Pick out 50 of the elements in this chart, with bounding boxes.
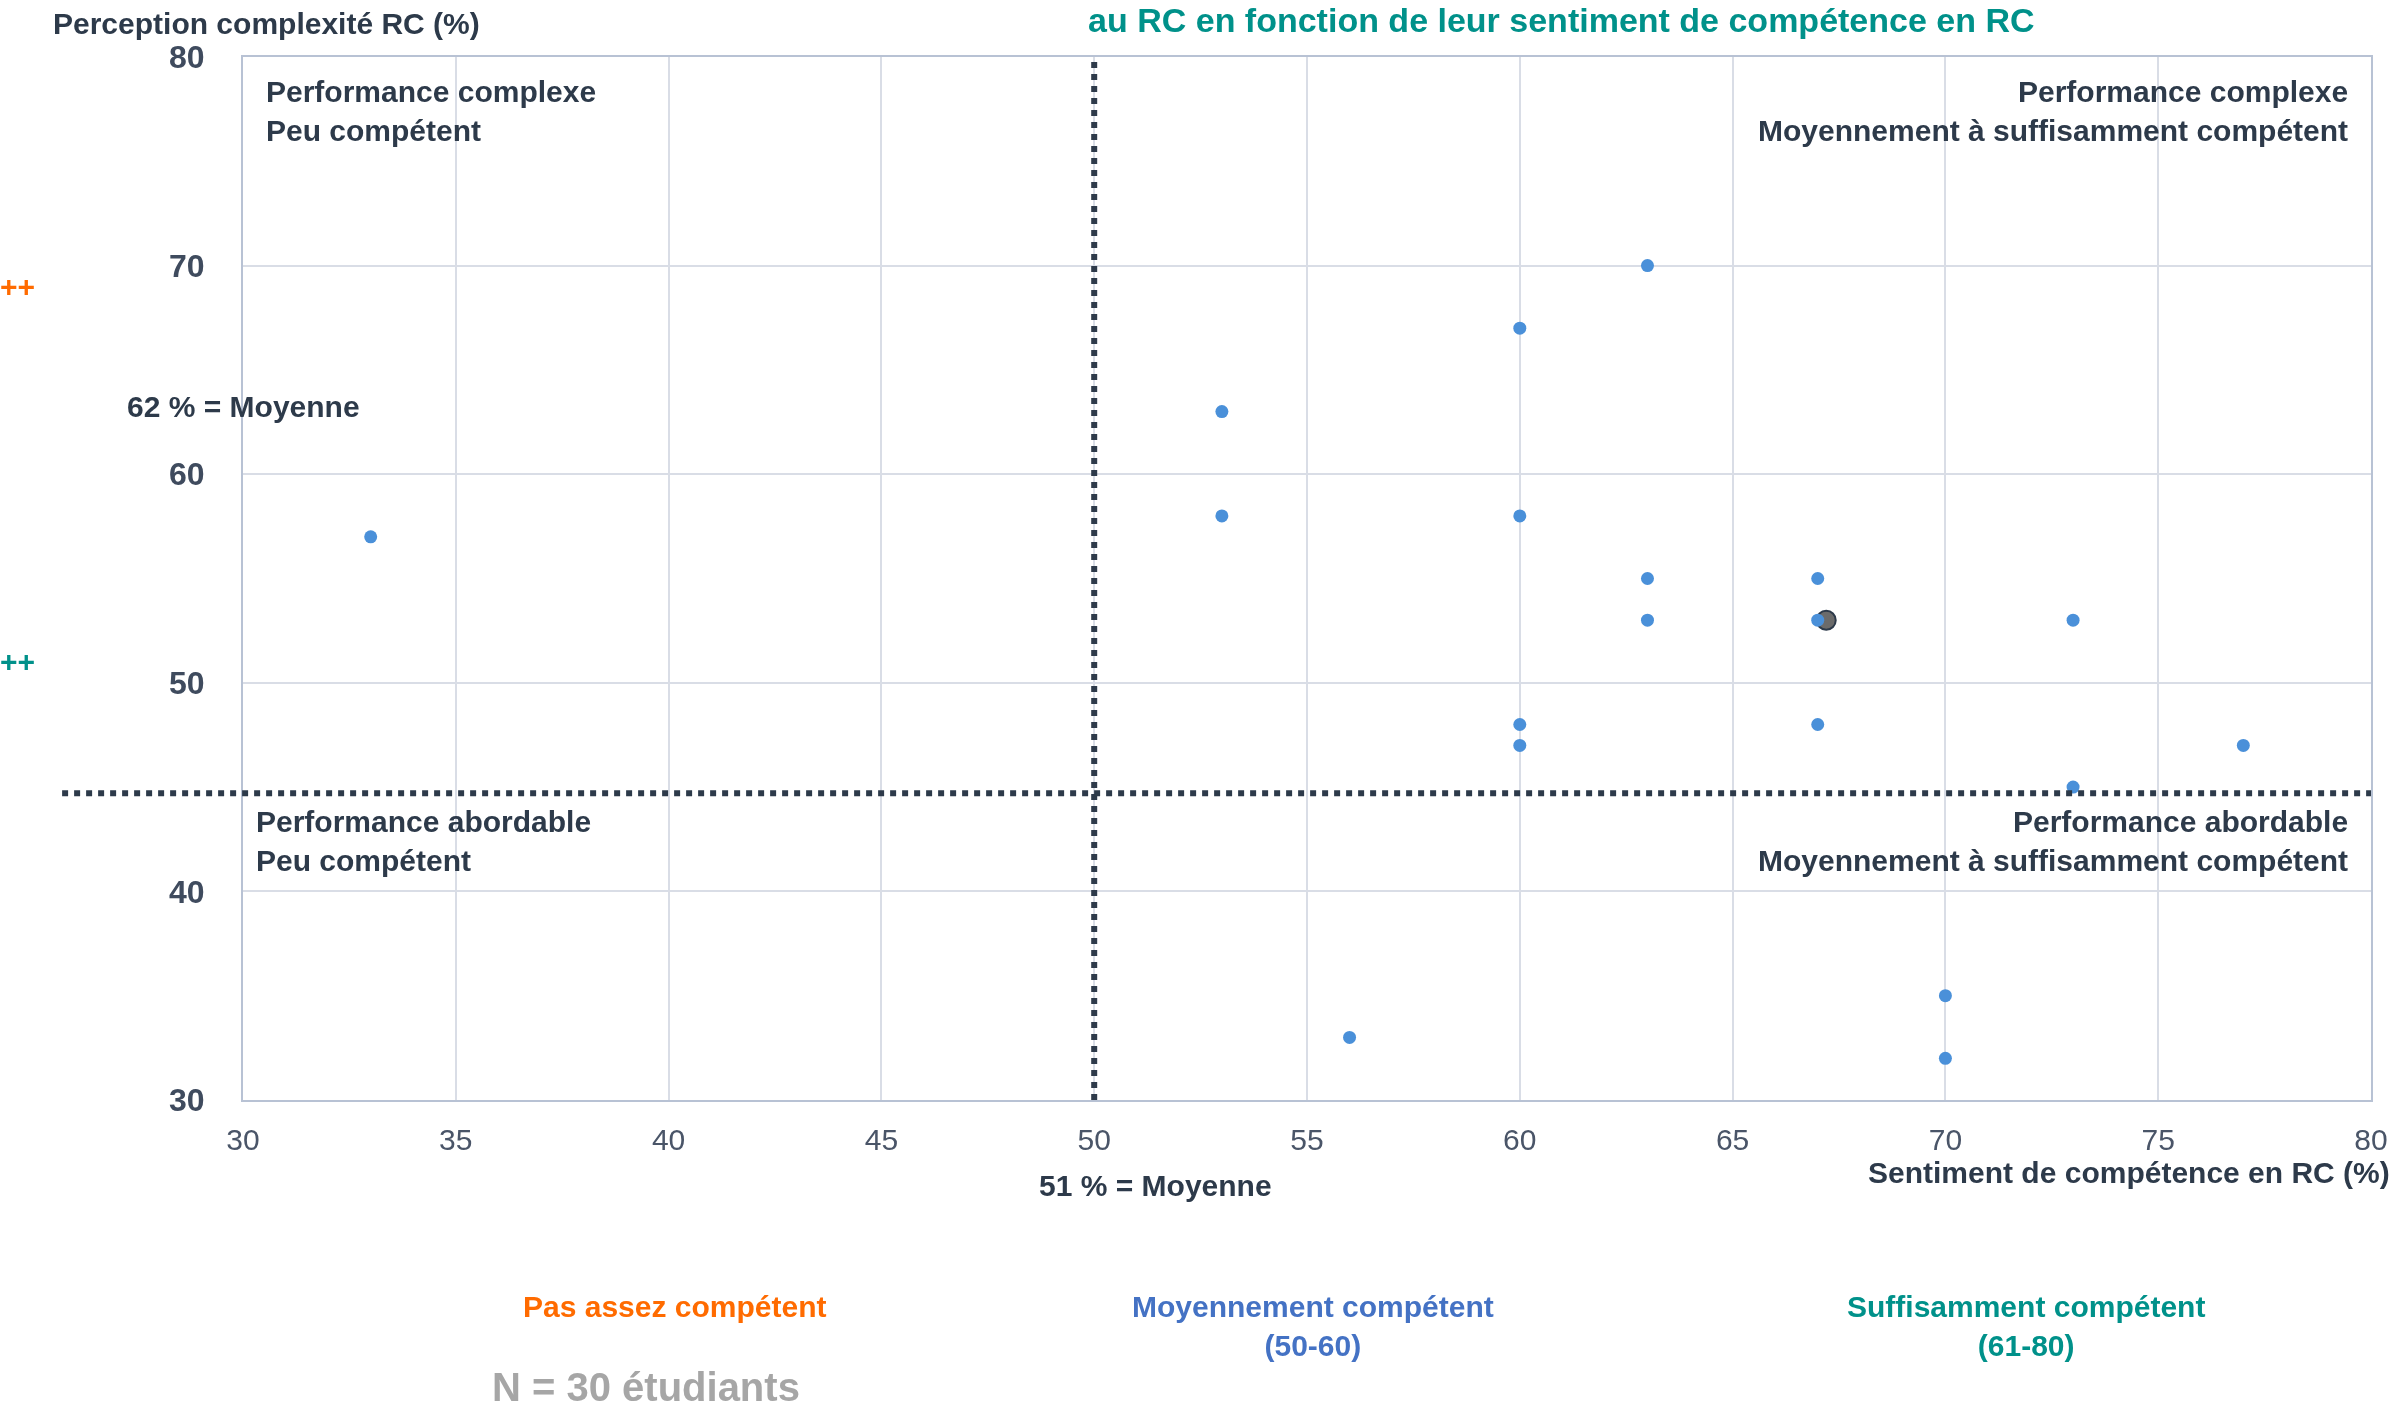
point (1938, 989, 1952, 1003)
text: Pas assez compétent (523, 1290, 827, 1323)
annotation: Performance complexe Moyennement à suffisamment compétent (1758, 75, 2349, 147)
chart-title: au RC en fonction de leur sentiment de compétence en RC (1088, 0, 2035, 39)
point (1640, 259, 1654, 273)
point (2236, 738, 2250, 752)
point (1640, 572, 1654, 585)
point (1513, 509, 1527, 523)
y-tick-label: 50 (169, 665, 205, 701)
y-tick-label: 30 (169, 1082, 205, 1119)
point (1938, 1051, 1952, 1065)
point (2066, 613, 2080, 627)
y-axis-title: Perception complexité RC (%) (53, 7, 480, 40)
point (1640, 613, 1654, 627)
x-axis-title: Sentiment de compétence en RC (%) (1868, 1156, 2390, 1189)
annotation: Performance complexe Peu compétent (266, 75, 597, 147)
x-tick-label: 75 (2141, 1123, 2175, 1156)
x-tick-label: 65 (1715, 1123, 1750, 1156)
point (1513, 321, 1527, 335)
point (1811, 613, 1825, 627)
x-tick-label: 35 (439, 1123, 473, 1156)
text: Suffisamment compétent (61-80) (1847, 1290, 2206, 1362)
text: 51 % = Moyenne (1039, 1169, 1272, 1202)
text: ++ (0, 645, 36, 678)
point (1215, 405, 1229, 419)
y-tick-label: 40 (169, 873, 205, 910)
x-tick-label: 50 (1077, 1123, 1111, 1156)
point (1215, 509, 1229, 523)
annotation: 62 % = Moyenne (127, 390, 360, 423)
y-tick-label: 60 (169, 456, 205, 493)
y-tick-label: 70 (169, 247, 205, 284)
x-tick-label: 80 (2354, 1123, 2388, 1156)
point (1811, 572, 1825, 585)
text: ++ (0, 270, 36, 303)
text: Moyennement compétent (50-60) (1132, 1290, 1494, 1362)
x-tick-label: 45 (864, 1123, 899, 1156)
y-tick-label: 80 (169, 39, 205, 76)
x-tick-label: 70 (1928, 1123, 1963, 1156)
point (1513, 738, 1527, 752)
x-tick-label: 55 (1290, 1123, 1324, 1156)
x-tick-label: 60 (1503, 1123, 1537, 1156)
point (364, 530, 378, 544)
annotation: Performance abordable Peu compétent (256, 805, 592, 877)
text: N = 30 étudiants (492, 1365, 800, 1407)
point (1513, 718, 1527, 732)
x-tick-label: 40 (651, 1123, 686, 1156)
point (1811, 718, 1825, 732)
annotation: Performance abordable Moyennement à suffisamment compétent (1758, 805, 2349, 877)
x-tick-label: 30 (226, 1123, 260, 1156)
point (1343, 1030, 1357, 1044)
